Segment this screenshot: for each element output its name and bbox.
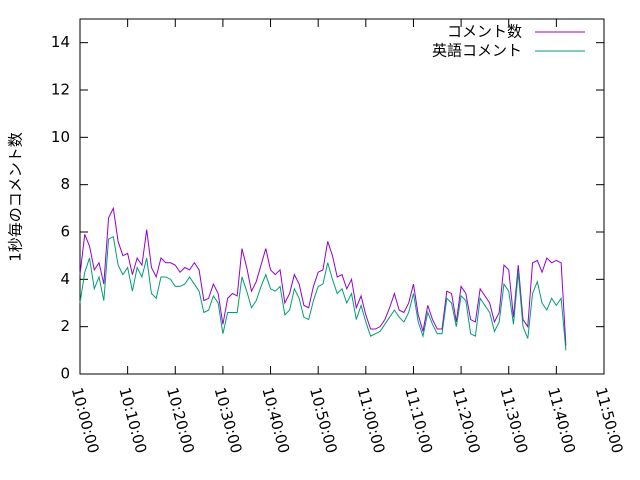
x-tick-label: 10:00:00 — [68, 386, 103, 456]
x-tick-label: 11:20:00 — [449, 386, 484, 456]
y-tick-label: 10 — [51, 128, 70, 146]
series-line — [79, 235, 567, 351]
y-tick-label: 6 — [60, 223, 70, 241]
y-tick-label: 2 — [60, 317, 70, 335]
y-axis-label: 1秒毎のコメント数 — [7, 132, 25, 262]
x-tick-label: 11:50:00 — [592, 386, 627, 456]
y-tick-label: 12 — [51, 81, 70, 99]
series-line — [79, 206, 567, 346]
x-tick-label: 11:00:00 — [354, 386, 389, 456]
plot-border — [79, 18, 605, 375]
legend-label: コメント数 — [447, 23, 522, 41]
x-tick-label: 11:10:00 — [401, 386, 436, 456]
x-tick-label: 10:40:00 — [258, 386, 293, 456]
x-tick-label: 11:40:00 — [544, 386, 579, 456]
x-tick-label: 11:30:00 — [497, 386, 532, 456]
y-tick-label: 8 — [60, 175, 70, 193]
y-tick-label: 4 — [60, 270, 70, 288]
y-tick-label: 14 — [51, 33, 70, 51]
y-tick-label: 0 — [60, 365, 70, 383]
x-tick-label: 10:30:00 — [211, 386, 246, 456]
legend-label: 英語コメント — [432, 42, 522, 60]
x-tick-label: 10:10:00 — [115, 386, 150, 456]
x-tick-label: 10:20:00 — [163, 386, 198, 456]
x-tick-label: 10:50:00 — [306, 386, 341, 456]
